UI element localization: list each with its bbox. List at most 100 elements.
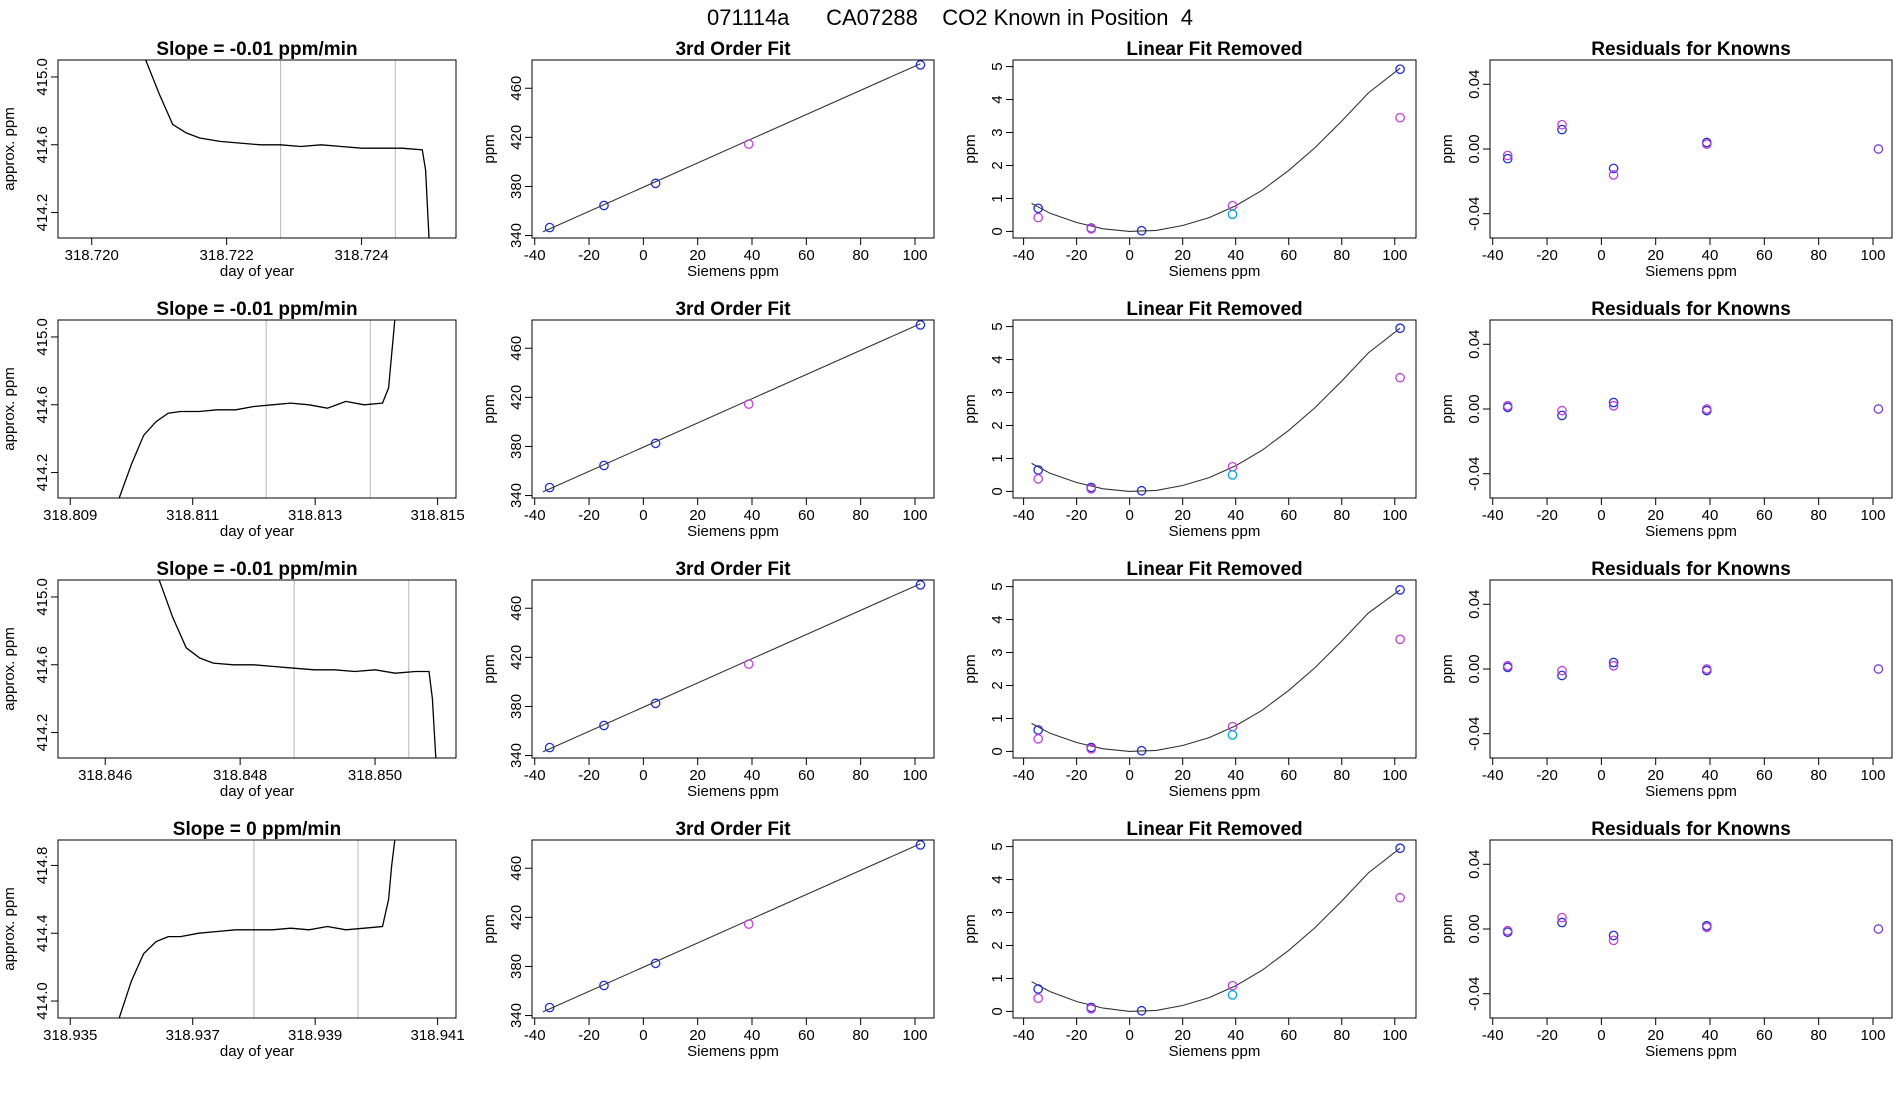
- panel-2-1: 3rd Order Fit -40 -20 0 20 40 60 80 100 Siemens p…: [481, 559, 935, 800]
- x-tick-label: 80: [1333, 767, 1350, 784]
- y-tick-label: 5: [989, 62, 1006, 70]
- y-tick-label: 2: [989, 941, 1006, 949]
- data-point: [1608, 400, 1619, 411]
- x-tick-label: -40: [1482, 767, 1504, 784]
- x-tick-label: 80: [1333, 247, 1350, 264]
- x-tick-label: 0: [639, 767, 647, 784]
- x-tick-label: 100: [1382, 1027, 1407, 1044]
- plot-frame: [1489, 59, 1893, 239]
- x-tick-label: 100: [1860, 1027, 1885, 1044]
- data-point: [1033, 984, 1044, 994]
- x-tick-label: 0: [639, 507, 647, 524]
- time-series-line: [158, 580, 437, 758]
- data-point: [1502, 150, 1513, 161]
- x-tick-label: 80: [1810, 247, 1827, 264]
- x-tick-label: -20: [578, 767, 600, 784]
- data-point: [650, 178, 661, 189]
- plot-frame: [57, 319, 457, 499]
- x-tick-label: 100: [902, 247, 927, 264]
- x-tick-label: 100: [1860, 507, 1885, 524]
- data-point: [599, 200, 609, 211]
- y-tick-label: 460: [508, 336, 525, 361]
- data-point: [1608, 163, 1619, 174]
- x-tick-label: 60: [798, 247, 815, 264]
- x-tick-label: 20: [689, 247, 706, 264]
- x-tick-label: 60: [1756, 767, 1773, 784]
- x-tick-label: 60: [798, 1027, 815, 1044]
- panel-2-3: Residuals for Knowns -40 -20 0 20 40 60 80 100 Si…: [1439, 559, 1893, 800]
- data-point: [1502, 400, 1513, 411]
- x-tick-label: 80: [852, 247, 869, 264]
- plot-frame: [1489, 579, 1893, 759]
- y-tick-label: 380: [508, 174, 525, 199]
- x-tick-label: 318.935: [43, 1027, 97, 1044]
- data-point: [1873, 664, 1884, 674]
- x-tick-label: 40: [744, 1027, 761, 1044]
- y-axis-label: ppm: [481, 654, 498, 683]
- x-tick-label: 0: [1597, 1027, 1605, 1044]
- y-tick-label: 380: [508, 694, 525, 719]
- x-tick-label: 318.939: [288, 1027, 342, 1044]
- y-tick-label: 414.6: [34, 126, 51, 164]
- y-tick-label: 414.6: [34, 386, 51, 424]
- x-tick-label: 20: [1647, 767, 1664, 784]
- data-point: [1033, 734, 1044, 744]
- x-tick-label: -20: [578, 247, 600, 264]
- x-tick-label: 60: [1756, 1027, 1773, 1044]
- y-tick-label: 1: [989, 714, 1006, 722]
- x-tick-label: -40: [1482, 1027, 1504, 1044]
- data-point: [1395, 323, 1405, 334]
- data-point: [1033, 212, 1044, 223]
- y-tick-label: 0: [989, 227, 1006, 235]
- x-tick-label: 20: [1647, 507, 1664, 524]
- y-tick-label: 340: [508, 223, 525, 248]
- y-tick-label: 3: [989, 388, 1006, 396]
- y-axis-label: ppm: [481, 914, 498, 943]
- x-tick-label: -20: [1066, 507, 1088, 524]
- plot-frame: [1012, 579, 1417, 759]
- x-tick-label: 318.848: [213, 767, 267, 784]
- plot-frame: [1489, 319, 1893, 499]
- x-tick-label: -40: [1013, 507, 1035, 524]
- panel-1-1: 3rd Order Fit -40 -20 0 20 40 60 80 100 Siemens p…: [481, 299, 935, 540]
- x-tick-label: 100: [902, 507, 927, 524]
- x-tick-label: 0: [1125, 1027, 1133, 1044]
- y-tick-label: 0.00: [1466, 134, 1483, 163]
- data-point: [1227, 209, 1238, 220]
- data-point: [915, 60, 926, 70]
- y-tick-label: 420: [508, 125, 525, 150]
- plot-frame: [531, 839, 935, 1019]
- x-tick-label: 80: [1333, 1027, 1350, 1044]
- x-tick-label: -40: [1013, 1027, 1035, 1044]
- data-point: [1086, 1003, 1097, 1014]
- x-tick-label: 80: [1810, 767, 1827, 784]
- y-tick-label: 414.2: [34, 454, 51, 492]
- x-tick-label: 0: [1125, 247, 1133, 264]
- y-tick-label: 0.00: [1466, 914, 1483, 943]
- x-tick-label: 100: [1382, 767, 1407, 784]
- data-point: [743, 139, 754, 149]
- x-tick-label: 40: [744, 767, 761, 784]
- data-point: [1608, 397, 1619, 408]
- data-point: [1395, 634, 1405, 645]
- panel-title: Slope = -0.01 ppm/min: [156, 39, 357, 60]
- data-point: [544, 1002, 555, 1013]
- y-tick-label: 1: [989, 194, 1006, 202]
- y-axis-label: ppm: [962, 394, 979, 423]
- x-axis-label: Siemens ppm: [1645, 263, 1737, 280]
- plot-frame: [1012, 59, 1417, 239]
- panel-1-2: Linear Fit Removed-40 -20 0 20 40 60 80 100Siem…: [962, 299, 1417, 540]
- x-tick-label: 100: [1382, 507, 1407, 524]
- x-tick-label: 100: [1860, 767, 1885, 784]
- x-tick-label: -20: [1536, 507, 1558, 524]
- y-tick-label: 0.00: [1466, 394, 1483, 423]
- x-tick-label: -20: [1066, 1027, 1088, 1044]
- plot-frame: [57, 59, 457, 239]
- y-tick-label: 3: [989, 648, 1006, 656]
- x-tick-label: 80: [852, 1027, 869, 1044]
- x-tick-label: 20: [1174, 767, 1191, 784]
- x-tick-label: -40: [524, 507, 546, 524]
- plot-frame: [1012, 319, 1417, 499]
- data-point: [1395, 892, 1405, 903]
- x-tick-label: -20: [1536, 1027, 1558, 1044]
